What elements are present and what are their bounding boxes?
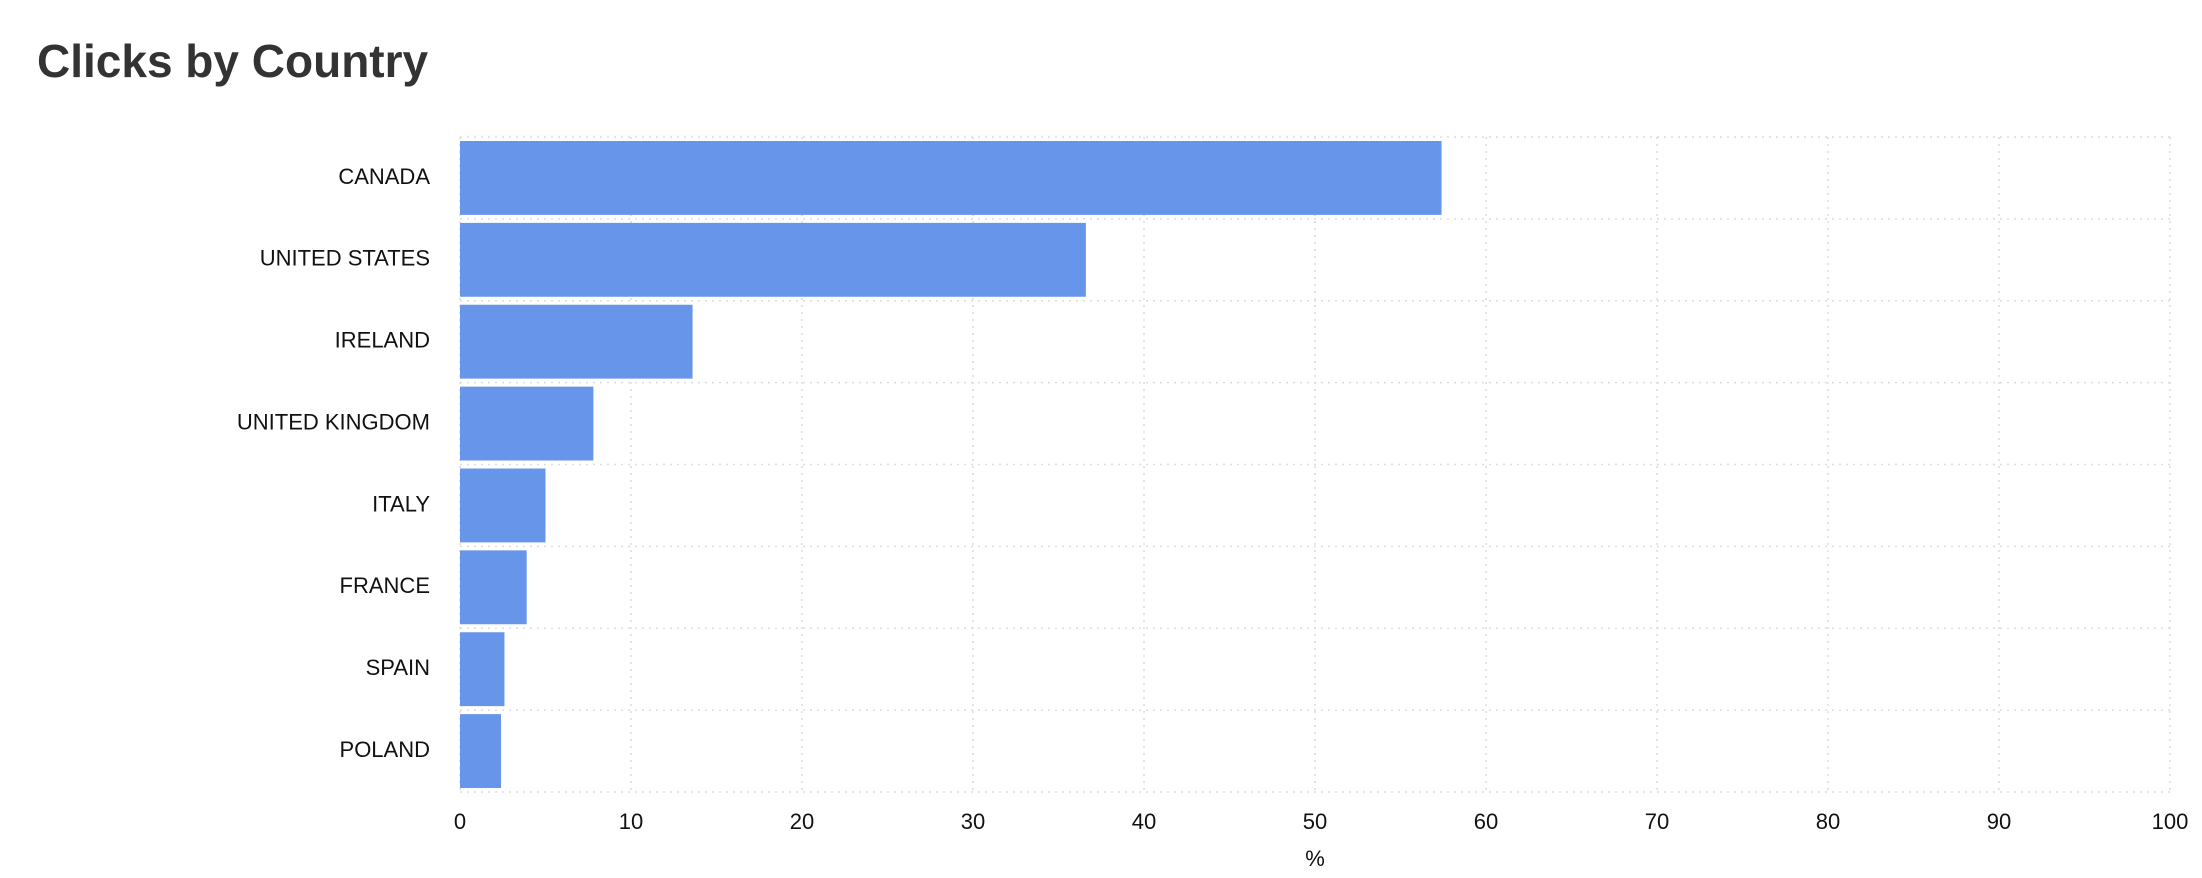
- bar: [460, 304, 693, 379]
- x-tick-label: 90: [1987, 809, 2011, 834]
- x-tick-label: 50: [1303, 809, 1327, 834]
- y-tick-label: IRELAND: [335, 328, 430, 353]
- x-tick-label: 10: [619, 809, 643, 834]
- y-tick-label: FRANCE: [340, 573, 430, 598]
- bar: [460, 468, 546, 543]
- bar: [460, 632, 505, 707]
- y-tick-label: POLAND: [340, 737, 430, 762]
- bar: [460, 141, 1442, 215]
- bar: [460, 714, 502, 788]
- x-tick-label: 40: [1132, 809, 1156, 834]
- x-tick-label: 30: [961, 809, 985, 834]
- y-tick-label: UNITED STATES: [260, 246, 430, 271]
- x-tick-label: 70: [1645, 809, 1669, 834]
- y-tick-label: CANADA: [338, 164, 430, 189]
- x-tick-label: 80: [1816, 809, 1840, 834]
- y-tick-label: ITALY: [372, 491, 430, 516]
- x-tick-label: 60: [1474, 809, 1498, 834]
- x-tick-label: 100: [2152, 809, 2189, 834]
- bar: [460, 222, 1086, 297]
- bar: [460, 386, 594, 461]
- y-tick-label: SPAIN: [366, 655, 430, 680]
- x-axis-label: %: [1305, 846, 1325, 871]
- bar: [460, 550, 527, 625]
- x-tick-label: 0: [454, 809, 466, 834]
- chart-title: Clicks by Country: [37, 35, 429, 87]
- x-tick-label: 20: [790, 809, 814, 834]
- y-tick-label: UNITED KINGDOM: [237, 409, 430, 434]
